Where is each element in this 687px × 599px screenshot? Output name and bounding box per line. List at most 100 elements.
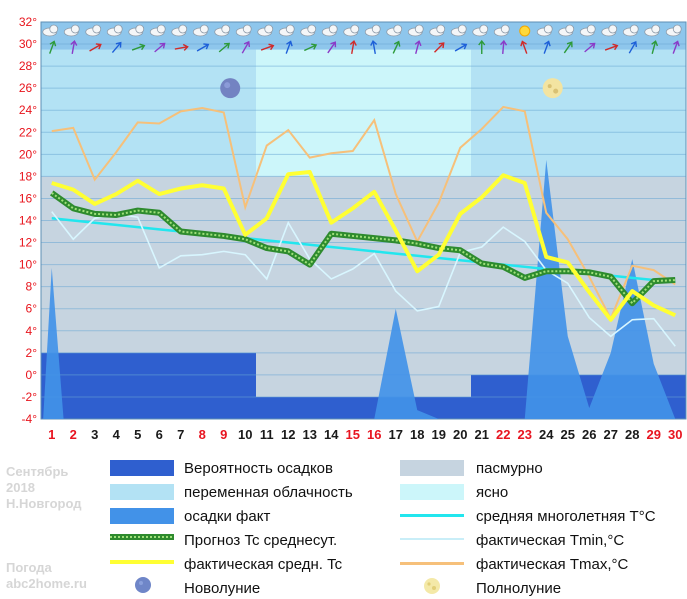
wind-arrow-head <box>566 41 573 48</box>
cloud-puff-icon <box>92 24 102 34</box>
weather-icon-day-13 <box>300 24 317 37</box>
weather-icon-day-15 <box>343 24 360 37</box>
legend-swatch-tmax <box>400 562 464 565</box>
wind-arrow-icon <box>327 41 337 54</box>
wind-arrow-icon <box>434 42 445 53</box>
wind-arrow-head <box>438 42 445 49</box>
weather-icon-day-14 <box>321 24 338 37</box>
legend-item-precip-prob: Вероятность осадков <box>184 457 333 479</box>
weather-icon-day-9 <box>214 24 231 37</box>
y-tick-label: 16° <box>19 191 37 205</box>
weather-icon-day-30 <box>665 24 682 37</box>
x-tick-label: 25 <box>561 427 575 442</box>
wind-arrow-shaft <box>628 42 636 54</box>
legend-item-tc-fact: фактическая средн. Tc <box>184 553 342 575</box>
x-tick-label: 19 <box>432 427 446 442</box>
watermark-site: abc2home.ru <box>6 576 87 591</box>
legend-label: фактическая Tmax,°C <box>476 555 629 573</box>
weather-icon-day-25 <box>558 24 575 37</box>
wind-arrow-head <box>115 41 122 48</box>
weather-icon-day-4 <box>106 24 123 37</box>
series-forecast-dots <box>51 192 676 305</box>
y-tick-label: 0° <box>26 368 38 382</box>
x-tick-label: 4 <box>113 427 121 442</box>
cloud-puff-icon <box>436 24 446 34</box>
cloud-puff-icon <box>586 24 596 34</box>
wind-arrow-icon <box>520 40 528 54</box>
wind-arrow-head <box>461 43 468 50</box>
cloud-puff-icon <box>221 24 231 34</box>
wind-arrow-head <box>651 40 659 47</box>
wind-arrow-icon <box>241 40 251 54</box>
weather-icon-day-20 <box>450 24 467 37</box>
wind-arrow-icon <box>478 39 486 54</box>
x-tick-label: 1 <box>48 427 55 442</box>
weather-icon-day-11 <box>257 24 274 37</box>
x-tick-label: 26 <box>582 427 596 442</box>
wind-arrow-shaft <box>89 44 101 52</box>
legend-item-tmax: фактическая Tmax,°C <box>476 553 628 575</box>
wind-arrow-head <box>370 39 378 46</box>
y-tick-label: -2° <box>22 390 38 404</box>
x-tick-label: 3 <box>91 427 98 442</box>
legend-label: Прогноз Tc среднесут. <box>184 531 338 549</box>
weather-icon-day-5 <box>128 24 145 37</box>
wind-arrow-head <box>349 39 357 46</box>
wind-arrow-shaft <box>434 43 444 53</box>
wind-arrow-icon <box>672 40 680 54</box>
wind-arrow-head <box>139 43 146 51</box>
legend-item-tmin: фактическая Tmin,°C <box>476 529 624 551</box>
x-tick-label: 21 <box>475 427 489 442</box>
y-tick-label: -4° <box>22 412 38 426</box>
weather-icon-day-23 <box>519 25 531 37</box>
wind-arrow-head <box>414 40 422 47</box>
series-tc-fact-line <box>51 169 677 322</box>
wind-arrow-icon <box>628 40 638 54</box>
new-moon-marker <box>220 78 241 99</box>
series-tmax-line <box>51 105 676 322</box>
legend-item-overcast: пасмурно <box>476 457 543 479</box>
wind-arrow-shaft <box>260 45 273 51</box>
y-tick-label: 20° <box>19 147 37 161</box>
moon-phase-layer <box>220 78 563 99</box>
wind-arrow-head <box>70 39 78 46</box>
weather-icon-day-12 <box>278 24 295 37</box>
legend-label: Новолуние <box>184 579 261 597</box>
weather-icon-day-28 <box>622 24 639 37</box>
cloud-puff-icon <box>156 24 166 34</box>
y-tick-label: 2° <box>26 346 38 360</box>
weather-chart: -4° -2° 0° 2° 4° 6° 8° 10° 12° 14° 16° 18° 20° 22° 24°… <box>19 15 687 442</box>
wind-arrow-head <box>393 40 401 47</box>
precipitation-fact-area <box>41 159 686 419</box>
legend-label: Полнолуние <box>476 579 562 597</box>
wind-arrow-shaft <box>49 42 55 54</box>
wind-arrow-icon <box>500 39 508 55</box>
weather-icon-day-26 <box>579 24 596 37</box>
cloud-puff-icon <box>500 24 510 34</box>
cloud-puff-icon <box>371 24 381 34</box>
wind-arrow-shaft <box>563 42 572 54</box>
y-tick-label: 12° <box>19 236 37 250</box>
y-tick-label: 32° <box>19 15 37 29</box>
wind-arrow-icon <box>89 43 102 52</box>
x-tick-label: 13 <box>303 427 317 442</box>
weather-icon-day-8 <box>192 24 209 37</box>
watermark-site-label: Погода <box>6 560 52 575</box>
legend-label: пасмурно <box>476 459 543 477</box>
wind-arrow-icon <box>584 42 596 53</box>
weather-icon-day-22 <box>493 24 510 37</box>
weather-icons-strip <box>42 24 682 55</box>
wind-arrow-shaft <box>651 42 656 54</box>
cloud-puff-icon <box>285 24 295 34</box>
x-tick-label: 22 <box>496 427 510 442</box>
full-moon-icon <box>424 578 440 594</box>
wind-arrow-shaft <box>71 41 75 55</box>
wind-arrow-shaft <box>154 43 165 53</box>
wind-arrow-shaft <box>502 41 505 55</box>
wind-arrow-shaft <box>522 42 528 54</box>
x-tick-label: 20 <box>453 427 467 442</box>
cloud-puff-icon <box>328 24 338 34</box>
wind-arrow-shaft <box>304 44 316 52</box>
weather-icon-day-19 <box>429 24 446 37</box>
legend-swatch-tmin <box>400 538 464 540</box>
